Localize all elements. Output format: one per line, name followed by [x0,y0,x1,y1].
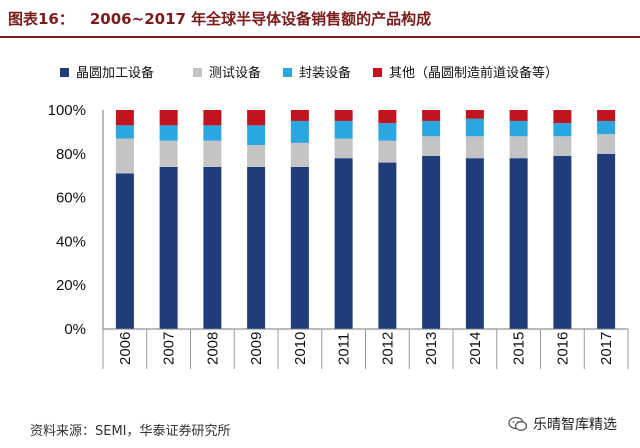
bar-2007-其他（晶圆制造前道设备等） [159,110,178,126]
figure-header: 图表16： 2006~2017 年全球半导体设备销售额的产品构成 [0,0,640,38]
bar-2011-晶圆加工设备 [334,158,353,329]
bar-2017-其他（晶圆制造前道设备等） [597,110,616,121]
legend-label: 晶圆加工设备 [76,65,154,81]
bar-2012-封装设备 [378,123,397,141]
figure-number: 图表16： [8,9,74,28]
bar-2008-晶圆加工设备 [203,166,222,329]
x-tick-label: 2009 [248,332,265,365]
y-tick-label: 80% [56,146,86,163]
bar-2009-封装设备 [247,125,266,146]
bar-2009-晶圆加工设备 [247,166,266,329]
legend-swatch [193,68,202,77]
bar-2014-封装设备 [465,118,484,137]
bar-2011-封装设备 [334,120,353,139]
source-note: 资料来源：SEMI，华泰证券研究所 [30,424,231,439]
x-tick-label: 2016 [554,332,571,365]
bar-2011-其他（晶圆制造前道设备等） [334,110,353,121]
x-tick-label: 2007 [161,332,178,365]
bar-2012-其他（晶圆制造前道设备等） [378,110,397,124]
bar-2012-测试设备 [378,140,397,163]
legend-label: 其他（晶圆制造前道设备等） [389,65,558,81]
x-tick-label: 2017 [598,332,615,365]
bar-2011-测试设备 [334,138,353,159]
x-tick-label: 2014 [467,332,484,365]
watermark: 乐晴智库精选 [508,411,617,437]
bar-2009-测试设备 [247,145,266,167]
bar-2006-测试设备 [115,138,134,174]
bar-2015-晶圆加工设备 [509,158,528,329]
bar-2014-晶圆加工设备 [465,158,484,329]
bar-2010-晶圆加工设备 [290,166,309,329]
bar-2014-测试设备 [465,136,484,159]
bar-2016-封装设备 [553,123,572,137]
bar-2007-封装设备 [159,125,178,141]
x-tick-label: 2012 [379,332,396,365]
x-tick-label: 2008 [204,332,221,365]
y-tick-label: 100% [48,102,86,119]
bar-2008-测试设备 [203,140,222,167]
y-tick-label: 60% [56,190,86,207]
bar-2017-晶圆加工设备 [597,153,616,329]
legend-swatch [373,68,382,77]
bar-2006-其他（晶圆制造前道设备等） [115,110,134,126]
x-tick-label: 2011 [336,333,353,365]
bar-2016-其他（晶圆制造前道设备等） [553,110,572,124]
bar-2012-晶圆加工设备 [378,162,397,329]
watermark-text: 乐晴智库精选 [533,417,617,433]
bar-2013-测试设备 [422,136,441,156]
bar-2016-晶圆加工设备 [553,155,572,329]
legend-swatch [283,68,292,77]
bar-2015-测试设备 [509,136,528,159]
bar-2016-测试设备 [553,136,572,156]
bar-2014-其他（晶圆制造前道设备等） [465,110,484,119]
bar-2010-测试设备 [290,142,309,167]
y-tick-label: 20% [56,277,86,294]
legend-label: 测试设备 [209,65,261,81]
bar-2013-晶圆加工设备 [422,155,441,329]
y-tick-label: 0% [64,321,86,338]
bar-2010-封装设备 [290,120,309,143]
bar-2013-封装设备 [422,120,441,137]
bar-2008-封装设备 [203,125,222,141]
bar-2015-封装设备 [509,120,528,137]
x-tick-label: 2013 [423,332,440,365]
bar-2015-其他（晶圆制造前道设备等） [509,110,528,121]
bar-2006-晶圆加工设备 [115,173,134,329]
bar-2010-其他（晶圆制造前道设备等） [290,110,309,121]
bar-2013-其他（晶圆制造前道设备等） [422,110,441,121]
bar-2009-其他（晶圆制造前道设备等） [247,110,266,126]
wechat-icon [508,416,528,431]
x-tick-label: 2015 [511,332,528,365]
stacked-bar-chart: 晶圆加工设备 测试设备 封装设备 其他（晶圆制造前道设备等） 0% 20% 40% 60% 80… [48,65,629,369]
legend-swatch [60,68,69,77]
figure-title: 2006~2017 年全球半导体设备销售额的产品构成 [89,9,432,28]
bar-2008-其他（晶圆制造前道设备等） [203,110,222,126]
bar-2006-封装设备 [115,125,134,139]
bar-2007-测试设备 [159,140,178,167]
bar-2017-封装设备 [597,120,616,135]
bar-2007-晶圆加工设备 [159,166,178,329]
legend-label: 封装设备 [299,65,351,81]
x-tick-label: 2006 [117,332,134,365]
y-tick-label: 40% [56,233,86,250]
x-tick-label: 2010 [292,332,309,365]
bar-2017-测试设备 [597,134,616,154]
